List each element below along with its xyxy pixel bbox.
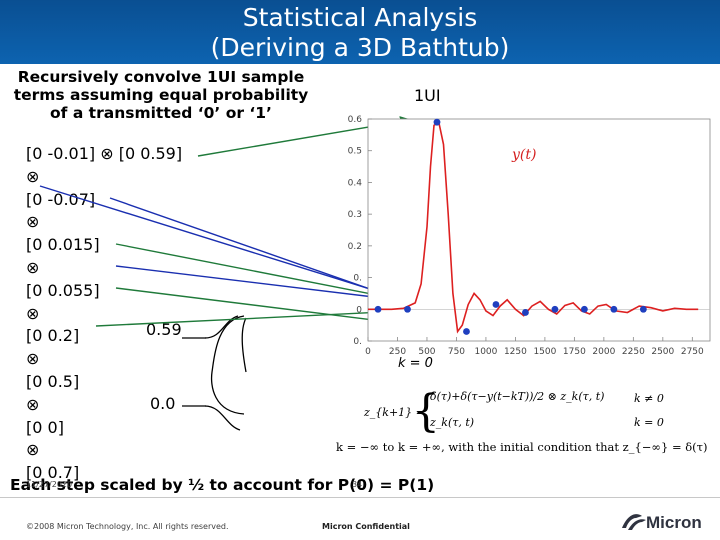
sample-point — [581, 305, 588, 313]
arrow-term-4 — [115, 243, 394, 302]
x-tick-label: 0 — [365, 347, 371, 357]
x-tick-label: 2250 — [622, 347, 645, 357]
footer-divider — [0, 497, 720, 498]
sample-point — [492, 301, 500, 308]
intro-text: Recursively convolve 1UI sample terms as… — [13, 68, 309, 122]
title-line-2: (Deriving a 3D Bathtub) — [210, 33, 510, 62]
sample-point — [551, 305, 559, 313]
x-tick-label: 1000 — [474, 347, 497, 357]
page-number: 34 — [352, 480, 363, 489]
y-tick-label: 0. — [353, 274, 362, 284]
series-line — [368, 120, 699, 334]
distribution-sketch — [182, 315, 247, 431]
plot-frame — [367, 118, 711, 342]
convolution-terms: [0 -0.01] ⊗ [0 0.59] ⊗ [0 -0.07] ⊗ [0 0.… — [26, 143, 236, 485]
micron-logo: Micron — [622, 513, 702, 532]
curve-label: y(t) — [511, 147, 536, 163]
title-banner — [0, 0, 720, 64]
sample-point — [374, 305, 382, 313]
convolve-symbol: ⊗ — [26, 394, 40, 414]
y-tick-label: 0. — [353, 337, 362, 347]
copyright-notice: ©2008 Micron Technology, Inc. All rights… — [26, 522, 229, 531]
convolve-symbol: ⊗ — [26, 440, 40, 460]
logo-text: Micron — [646, 513, 702, 532]
convolve-symbol: ⊗ — [26, 212, 40, 232]
x-tick-label: 750 — [448, 347, 465, 357]
recursion-case-1: δ(τ)+δ(τ−y(t−kT))/2 ⊗ z_k(τ, t) — [430, 390, 605, 403]
slide-title: Statistical Analysis (Deriving a 3D Bath… — [0, 3, 720, 63]
y-tick-label: 0.6 — [348, 115, 363, 125]
recursion-case-2: z_k(τ, t) — [430, 416, 475, 429]
x-tick-label: 1750 — [563, 347, 586, 357]
scaling-note: Each step scaled by ½ to account for P(0… — [10, 476, 435, 494]
distribution-value-high: 0.59 — [146, 320, 182, 339]
one-ui-label: 1UI — [414, 86, 441, 105]
term-line: [0 0] — [26, 417, 64, 437]
x-tick-label: 500 — [418, 347, 435, 357]
recursion-case-2-condition: k = 0 — [634, 416, 664, 429]
arrow-term-3 — [109, 197, 392, 299]
x-tick-label: 2000 — [592, 347, 615, 357]
y-tick-label: 0.3 — [348, 210, 362, 220]
brace-glyph: { — [412, 386, 440, 437]
y-tick-label: 0.2 — [348, 242, 362, 252]
y-tick-label: 0 — [356, 305, 362, 315]
sample-point — [433, 118, 441, 126]
term-line: [0 0.015] — [26, 235, 100, 255]
x-tick-label: 1250 — [504, 347, 527, 357]
sample-point — [639, 305, 647, 313]
distribution-value-low: 0.0 — [150, 394, 176, 413]
initial-condition: k = −∞ to k = +∞, with the initial condi… — [336, 440, 708, 454]
convolve-symbol: ⊗ — [26, 166, 40, 186]
term-line: [0 0.5] — [26, 371, 80, 391]
footer-date: 11/27/2020 — [26, 480, 73, 489]
recursion-case-1-condition: k ≠ 0 — [634, 392, 664, 405]
sample-point — [404, 305, 411, 313]
convolve-symbol: ⊗ — [26, 257, 40, 277]
convolve-symbol: ⊗ — [26, 349, 40, 369]
arrow-term-7 — [95, 306, 386, 327]
y-tick-label: 0.4 — [348, 178, 363, 188]
x-tick-label: 1500 — [533, 347, 556, 357]
condition-k-zero: k = 0 — [398, 356, 433, 371]
y-tick-label: 0.5 — [348, 147, 362, 157]
arrow-term-2 — [39, 185, 388, 297]
term-line: [0 0.055] — [26, 280, 100, 300]
sample-point — [610, 305, 618, 313]
recursion-formula: z_{k+1} = { δ(τ)+δ(τ−y(t−kT))/2 ⊗ z_k(τ,… — [364, 388, 716, 438]
x-tick-label: 2750 — [681, 347, 704, 357]
x-tick-label: 250 — [389, 347, 406, 357]
term-line: [0 -0.07] — [26, 189, 96, 209]
sample-point — [463, 328, 470, 335]
term-line: [0 0.7] — [26, 463, 80, 483]
pulse-response-chart: 0.60.50.40.30.20.00.0 250 500 750 1000 1250 15… — [348, 115, 711, 357]
convolve-symbol: ⊗ — [26, 303, 40, 323]
term-line: [0 -0.01] ⊗ [0 0.59] — [26, 144, 183, 163]
confidential-label: Micron Confidential — [322, 522, 410, 531]
sample-point — [522, 309, 529, 316]
term-line: [0 0.2] — [26, 326, 80, 346]
title-line-1: Statistical Analysis — [242, 3, 478, 32]
recursion-lhs: z_{k+1} = — [364, 406, 425, 419]
x-tick-label: 2500 — [651, 347, 674, 357]
